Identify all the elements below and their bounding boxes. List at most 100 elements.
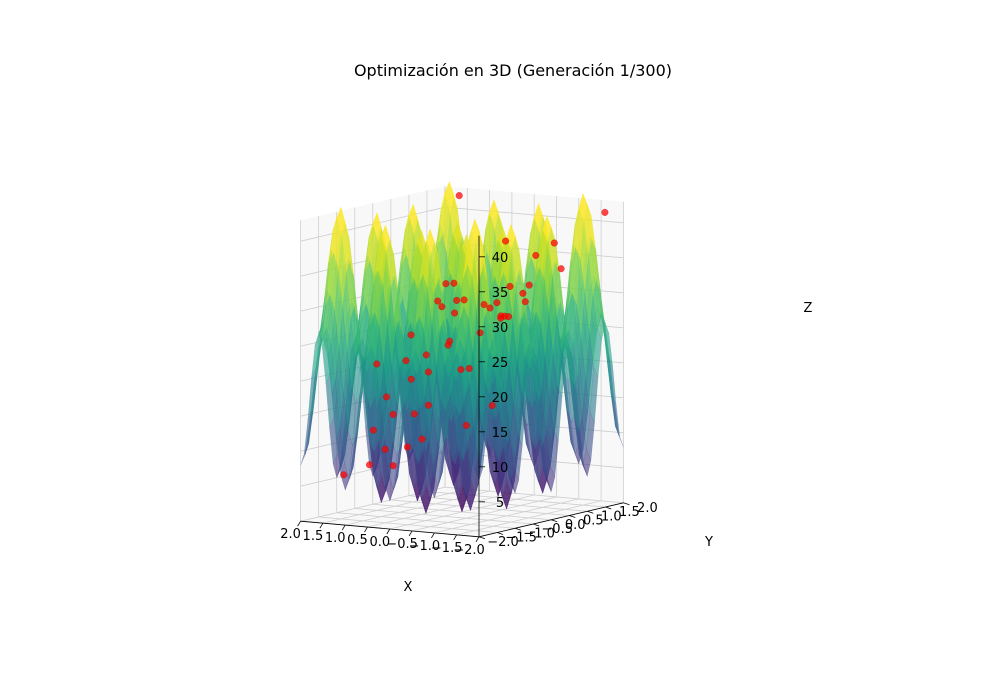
surface-patch	[300, 443, 309, 466]
x-tick	[341, 524, 346, 531]
floor-grid-y	[408, 495, 588, 512]
population-point	[601, 208, 609, 216]
population-point	[407, 375, 415, 383]
x-tick	[319, 522, 324, 529]
y-tick	[569, 515, 576, 518]
floor-grid-y	[390, 499, 570, 516]
population-point	[455, 192, 463, 200]
y-tick	[605, 506, 612, 510]
population-point	[450, 279, 458, 287]
z-tick-label: 15	[492, 426, 509, 441]
population-point	[389, 462, 397, 470]
y-tick	[533, 523, 540, 527]
surface	[300, 181, 624, 515]
z-axis-label: Z	[804, 301, 813, 316]
z-tick-label: 5	[496, 496, 504, 511]
population-point	[389, 410, 397, 418]
z-tick-label: 20	[492, 391, 509, 406]
population-point	[382, 393, 391, 401]
z-tick-label: 40	[492, 251, 509, 266]
population-point	[532, 251, 540, 259]
x-tick-label: 0.5	[347, 533, 368, 548]
x-tick-label: 1.0	[325, 531, 346, 546]
population-point	[506, 282, 514, 290]
population-point	[497, 314, 505, 322]
population-point	[365, 461, 374, 469]
population-point	[525, 281, 533, 289]
population-point	[418, 435, 426, 443]
population-point	[504, 313, 513, 321]
population-point	[453, 296, 461, 304]
x-tick-label: 2.0	[280, 527, 301, 542]
chart-title: Optimización en 3D (Generación 1/300)	[354, 61, 672, 80]
population-point	[410, 410, 418, 418]
x-tick-label: 0.0	[369, 535, 390, 550]
population-point	[407, 331, 415, 339]
population-point	[550, 239, 558, 247]
population-point	[369, 426, 377, 434]
population-point	[462, 421, 470, 429]
axes: −2.0−1.5−1.0−0.50.00.51.01.52.0−2.0−1.5−…	[280, 235, 658, 558]
x-tick-label: 1.5	[303, 529, 324, 544]
y-tick-label: 0.0	[565, 518, 586, 533]
y-tick-label: 2.0	[637, 501, 658, 516]
x-tick-label: −0.5	[386, 537, 418, 552]
population-point	[373, 360, 381, 368]
population-points	[340, 192, 609, 479]
population-point	[457, 366, 465, 374]
y-tick-label: −1.5	[505, 531, 537, 546]
population-point	[488, 401, 496, 410]
x-tick	[408, 530, 413, 537]
x-tick	[453, 534, 458, 541]
population-point	[442, 280, 450, 288]
x-tick-label: −2.0	[453, 543, 485, 558]
population-point	[381, 445, 389, 453]
floor-grid-y	[336, 512, 516, 529]
surface-patch	[325, 373, 335, 429]
x-tick	[475, 536, 480, 543]
floor-grid-y	[318, 516, 498, 533]
z-tick-label: 10	[492, 461, 509, 476]
y-tick-label: 1.0	[601, 509, 622, 524]
y-tick	[587, 510, 594, 514]
population-point	[460, 296, 468, 304]
z-tick-label: 25	[492, 356, 509, 371]
population-point	[480, 300, 488, 309]
population-point	[403, 443, 411, 451]
population-point	[422, 351, 430, 359]
population-point	[557, 265, 565, 273]
population-point	[402, 357, 410, 365]
population-point	[424, 401, 432, 409]
population-point	[444, 341, 452, 349]
z-tick-label: 30	[492, 321, 509, 336]
x-tick	[386, 528, 391, 535]
x-tick	[364, 526, 368, 533]
population-point	[476, 329, 484, 337]
population-point	[434, 297, 442, 305]
x-tick	[297, 520, 301, 527]
z-tick-label: 35	[492, 286, 509, 301]
surface-patch	[329, 417, 338, 465]
population-point	[438, 303, 446, 311]
population-point	[451, 309, 459, 317]
population-point	[493, 299, 501, 307]
population-point	[486, 304, 494, 312]
population-point	[424, 368, 432, 376]
population-point	[521, 298, 529, 306]
x-tick	[431, 532, 435, 539]
y-tick-label: −1.0	[523, 526, 555, 541]
back-grid-z	[444, 206, 624, 224]
floor-grid-y	[354, 508, 534, 525]
y-tick	[496, 532, 504, 535]
y-tick-label: 1.5	[619, 505, 640, 520]
y-tick-label: −2.0	[487, 535, 519, 550]
x-tick-label: −1.0	[409, 539, 441, 554]
population-point	[340, 471, 348, 479]
y-tick	[514, 527, 522, 531]
y-tick-label: 0.5	[583, 514, 604, 529]
population-point	[502, 237, 510, 245]
y-tick	[478, 536, 486, 540]
y-axis-label: Y	[704, 535, 713, 550]
